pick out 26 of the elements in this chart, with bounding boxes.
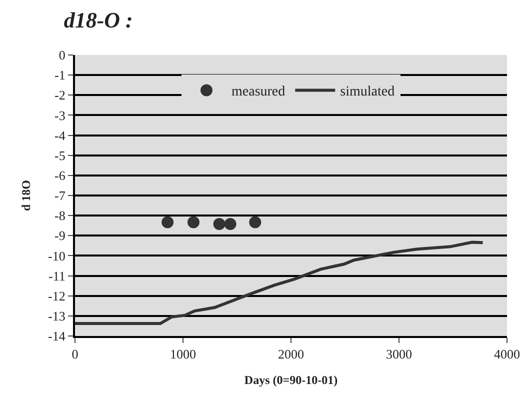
x-axis-title: Days (0=90-10-01) [244,373,338,387]
y-tick-label: -14 [48,328,66,344]
x-tick-label: 1000 [170,346,196,362]
y-tick-label: -6 [54,168,66,183]
y-tick-label: -4 [54,128,66,143]
y-tick-label: -13 [48,308,66,324]
y-tick-label: -1 [54,68,66,83]
x-tick-label: 2000 [278,346,304,362]
y-tick-label: -2 [54,88,66,103]
x-tick-label: 4000 [494,346,520,362]
y-tick-label: -11 [48,268,66,284]
y-axis-title: d 18O [18,180,33,212]
line-series [75,240,484,326]
legend-label: simulated [340,84,395,100]
y-tick-label: -8 [54,208,66,224]
y-tick-label: -10 [48,248,66,264]
y-tick-label: -3 [54,108,66,123]
legend-label: measured [232,84,286,100]
y-tick-label: -12 [48,288,66,304]
y-tick-label: -9 [54,228,66,244]
y-tick-label: 0 [58,48,66,63]
y-tick-label: -7 [54,188,66,204]
x-tick-label: 3000 [386,346,412,362]
y-tick-label: -5 [54,148,66,163]
x-tick-label: 0 [72,346,78,362]
chart-title: d18-O : [64,7,133,32]
